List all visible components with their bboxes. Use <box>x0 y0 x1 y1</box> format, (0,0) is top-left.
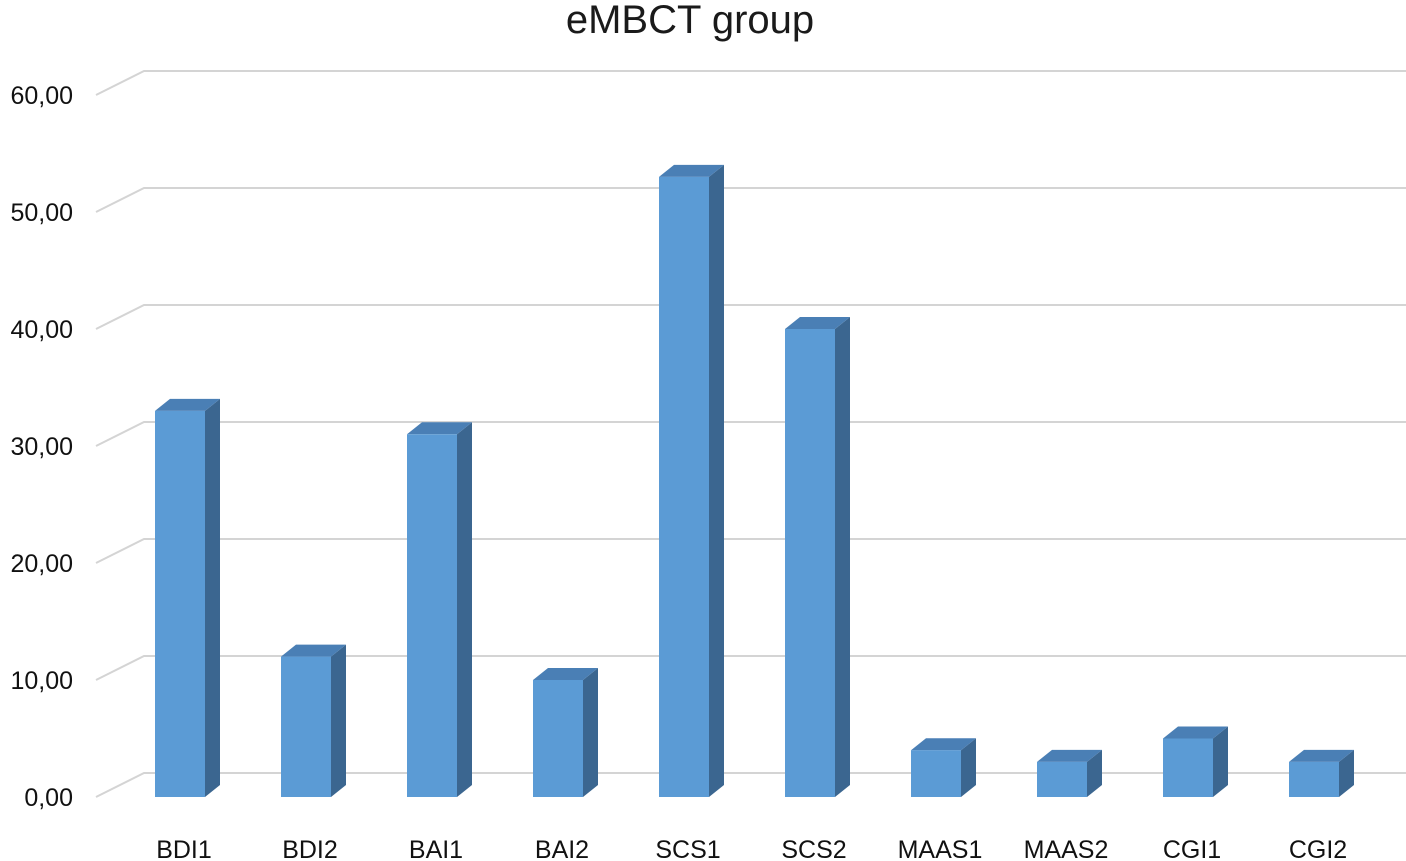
bar-top <box>155 398 220 411</box>
bar-top <box>659 164 724 177</box>
bar <box>155 398 220 797</box>
bar-front <box>1037 761 1087 797</box>
bar-front <box>659 176 709 797</box>
bar <box>533 668 598 797</box>
bar-front <box>407 434 457 797</box>
bar <box>911 738 976 797</box>
bar-side <box>583 668 598 797</box>
chart-title: eMBCT group <box>566 0 814 42</box>
gridline <box>95 304 1406 330</box>
gridlines <box>95 70 1406 798</box>
x-tick-label: MAAS1 <box>898 836 983 861</box>
y-tick-label: 40,00 <box>10 316 73 344</box>
x-tick-label: BDI1 <box>156 836 212 861</box>
y-tick-label: 10,00 <box>10 667 73 695</box>
gridline <box>95 70 1406 96</box>
bar-side <box>835 317 850 797</box>
bar-side <box>331 644 346 797</box>
bar-top <box>1163 726 1228 739</box>
bar-top <box>281 644 346 657</box>
y-tick-label: 30,00 <box>10 433 73 461</box>
y-tick-label: 50,00 <box>10 199 73 227</box>
x-tick-label: BAI2 <box>535 836 589 861</box>
bar-front <box>281 656 331 797</box>
bar-front <box>785 329 835 797</box>
gridline <box>95 772 1406 798</box>
bar <box>785 317 850 797</box>
bar-front <box>155 410 205 797</box>
bar-side <box>1339 749 1354 797</box>
x-axis-labels: BDI1 BDI2 BAI1 BAI2 SCS1 SCS2 MAAS1 MAAS2 CGI1 CG… <box>156 836 1347 861</box>
bar <box>1163 726 1228 797</box>
gridline <box>95 538 1406 564</box>
x-tick-label: SCS1 <box>655 836 720 861</box>
y-tick-label: 60,00 <box>10 82 73 110</box>
bar-side <box>1087 749 1102 797</box>
y-axis-ticks: 0,00 10,00 20,00 30,00 40,00 50,00 60,00 <box>10 82 73 812</box>
x-tick-label: MAAS2 <box>1024 836 1109 861</box>
gridline <box>95 187 1406 213</box>
bar-front <box>1289 761 1339 797</box>
bars <box>155 164 1354 797</box>
bar-front <box>1163 738 1213 797</box>
x-tick-label: SCS2 <box>781 836 846 861</box>
bar-top <box>785 317 850 329</box>
x-tick-label: BAI1 <box>409 836 463 861</box>
bar-front <box>911 750 961 797</box>
y-tick-label: 0,00 <box>24 784 73 812</box>
bar <box>407 422 472 797</box>
bar-side <box>205 398 220 797</box>
bar-top <box>1289 749 1354 762</box>
y-tick-label: 20,00 <box>10 550 73 578</box>
bar-side <box>1213 726 1228 797</box>
bar-top <box>911 738 976 751</box>
x-tick-label: CGI1 <box>1163 836 1221 861</box>
x-tick-label: CGI2 <box>1289 836 1347 861</box>
bar <box>1037 749 1102 797</box>
bar-side <box>457 422 472 797</box>
bar-front <box>533 680 583 797</box>
bar-side <box>709 164 724 797</box>
bar-top <box>1037 749 1102 762</box>
bar <box>1289 749 1354 797</box>
gridline <box>95 421 1406 447</box>
bar-side <box>961 738 976 797</box>
x-tick-label: BDI2 <box>282 836 338 861</box>
bar <box>659 164 724 797</box>
bar-top <box>407 422 472 435</box>
gridline <box>95 655 1406 681</box>
bar <box>281 644 346 797</box>
bar-top <box>533 668 598 680</box>
